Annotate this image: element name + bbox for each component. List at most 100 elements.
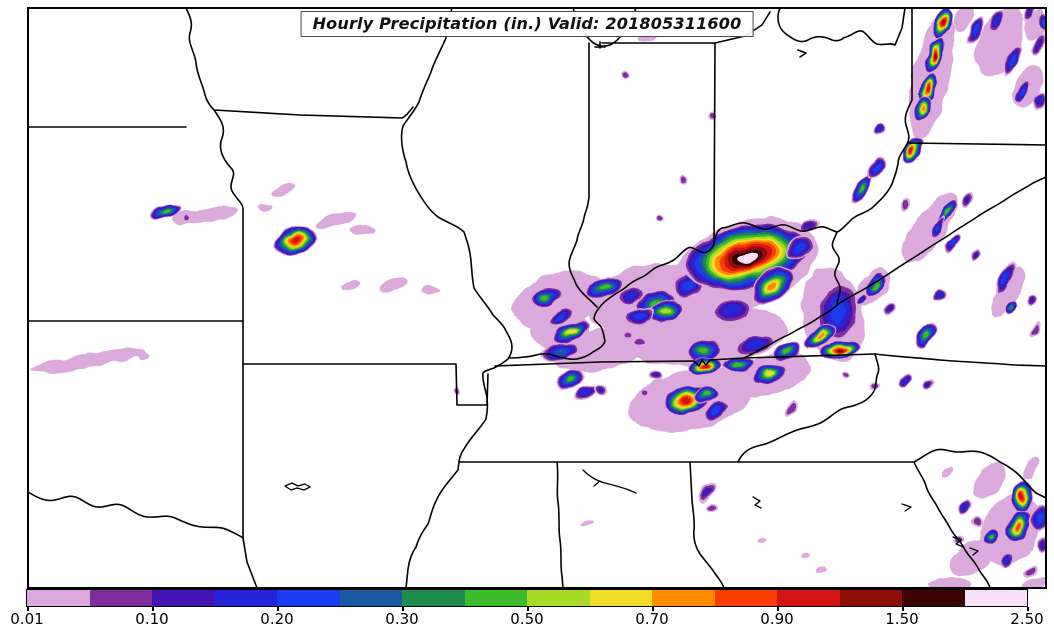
border-red-river	[27, 491, 244, 539]
precip-light-area	[1020, 577, 1045, 587]
precip-cell	[840, 371, 850, 379]
colorbar-tick-label: 1.50	[885, 610, 919, 628]
precip-cell	[899, 199, 911, 211]
precip-light-area	[258, 203, 272, 211]
precip-cell	[934, 289, 946, 301]
precip-light-area	[929, 577, 975, 587]
border-lake-erie-shore	[777, 7, 906, 58]
colorbar-tick-label: 0.10	[135, 610, 169, 628]
border-virginia-kentucky	[743, 304, 838, 359]
precip-cell	[982, 527, 1000, 545]
precip-light-area	[941, 466, 953, 478]
precip-cell	[703, 400, 729, 420]
precip-light-area	[802, 553, 810, 559]
colorbar-tick	[1027, 607, 1029, 611]
precip-cell	[969, 248, 981, 262]
border-missouri-arkansas	[242, 363, 489, 406]
precip-light-area	[953, 9, 973, 33]
colorbar-segment-0.90	[777, 590, 840, 606]
border-missouri-river-west	[185, 7, 258, 589]
colorbar-segment-0.15	[214, 590, 277, 606]
precip-cell	[1031, 33, 1045, 57]
precip-light-area	[902, 191, 958, 265]
precip-cell	[648, 370, 662, 380]
precip-cell	[915, 320, 937, 348]
precip-cell	[625, 306, 655, 326]
precip-cell	[805, 324, 835, 350]
precip-light-area	[316, 212, 358, 228]
colorbar-tick-label: 0.01	[10, 610, 44, 628]
precip-cell	[555, 369, 585, 391]
oklahoma-lake	[284, 482, 311, 491]
precip-cell	[856, 294, 868, 306]
precip-cell	[924, 36, 946, 74]
precip-cell	[592, 385, 608, 395]
precip-cell	[679, 175, 689, 185]
colorbar-segment-0.80	[714, 590, 777, 606]
precip-cell	[720, 357, 754, 373]
precip-cell	[990, 9, 1004, 33]
precip-light-area	[973, 462, 1007, 498]
colorbar-tick-label: 0.90	[760, 610, 794, 628]
precip-cell	[960, 191, 976, 209]
precip-cell	[1005, 299, 1019, 315]
georgia-lake-3	[952, 536, 979, 556]
precip-cell	[1010, 481, 1034, 513]
border-northcarolina-southcarolina	[913, 448, 1047, 499]
precip-cell	[693, 386, 719, 404]
state-borders	[27, 7, 1047, 589]
border-mason-dixon	[908, 142, 1047, 146]
precip-cell	[528, 285, 562, 309]
border-alabama-georgia	[689, 461, 725, 589]
precip-cell	[687, 338, 721, 362]
precip-cell	[958, 499, 974, 515]
colorbar-segment-1.00	[839, 590, 902, 606]
colorbar-tick	[527, 607, 529, 611]
precip-cell	[1028, 321, 1042, 339]
border-virginia-northcarolina	[874, 353, 1047, 367]
precip-cell	[713, 298, 753, 324]
georgia-lake-1	[752, 496, 762, 509]
colorbar-segment-1.50	[902, 590, 965, 606]
precip-light-area	[421, 287, 439, 295]
precip-cell	[1024, 9, 1036, 23]
precip-cell	[1023, 565, 1037, 579]
precip-cell	[184, 214, 192, 222]
precip-cell	[1006, 510, 1032, 542]
precip-cell	[783, 401, 797, 419]
border-savannah-river	[913, 461, 991, 589]
precip-cell	[548, 308, 572, 328]
colorbar-tick-label: 0.20	[260, 610, 294, 628]
precip-cell	[944, 232, 962, 254]
colorbar-tick	[27, 607, 29, 611]
precip-cell	[928, 217, 946, 239]
precip-cell	[552, 320, 592, 344]
precip-cell	[899, 374, 911, 386]
precip-cell	[586, 277, 626, 299]
colorbar-segment-0.70	[652, 590, 715, 606]
border-mississippi-river	[400, 7, 513, 589]
precip-cell	[971, 516, 983, 526]
precip-light-area	[730, 385, 750, 395]
map-frame	[27, 7, 1047, 589]
precip-light-area	[513, 270, 607, 330]
precip-light-area	[29, 349, 147, 373]
colorbar-segment-0.25	[339, 590, 402, 606]
border-iowa-missouri	[213, 106, 414, 119]
colorbar-tick	[902, 607, 904, 611]
precip-light-area	[581, 521, 595, 529]
colorbar-segment-0.60	[589, 590, 652, 606]
colorbar-tick	[777, 607, 779, 611]
precip-cell	[274, 226, 318, 254]
precip-cell	[640, 389, 650, 397]
precip-cell	[967, 15, 985, 45]
precip-light-area	[380, 276, 406, 292]
lakes-and-rivers	[284, 469, 979, 556]
precip-cell	[632, 336, 648, 348]
colorbar-tick-label: 0.30	[385, 610, 419, 628]
colorbar-segment-0.01	[27, 590, 90, 606]
precip-cell	[914, 94, 930, 122]
precip-cell	[752, 364, 788, 384]
colorbar-segment-0.40	[464, 590, 527, 606]
